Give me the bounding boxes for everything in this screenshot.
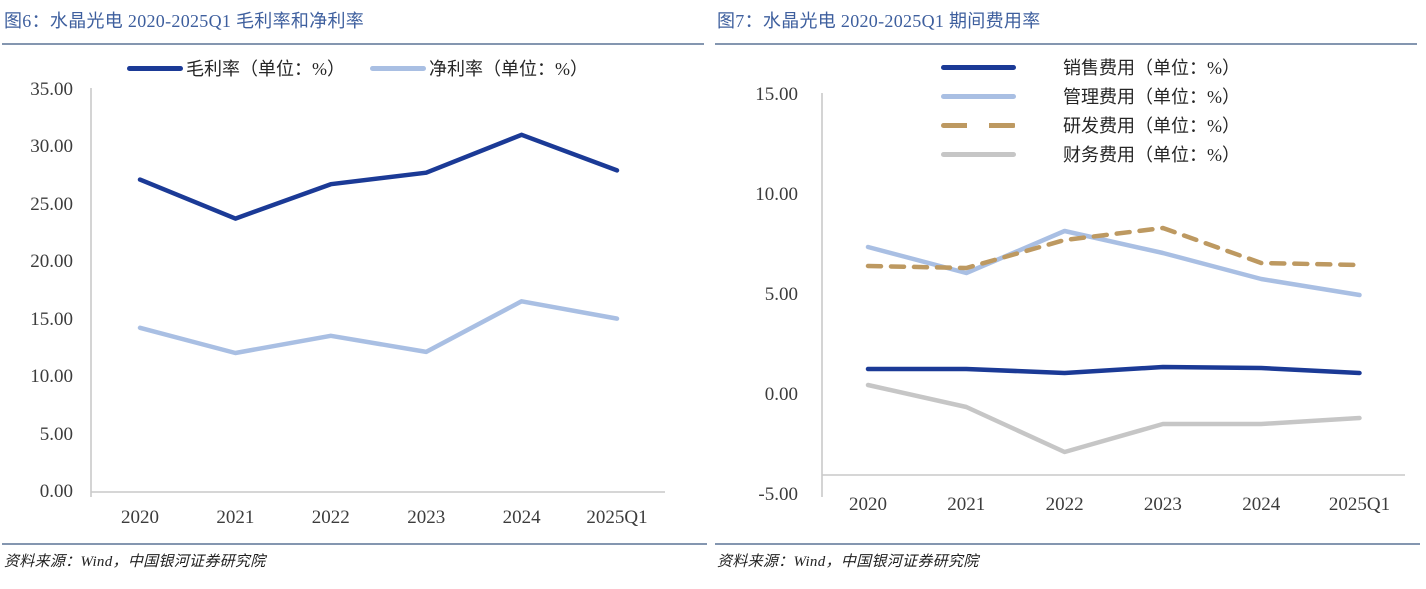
figure-7-source-note: 资料来源：Wind，中国银河证券研究院: [717, 554, 979, 570]
x-axis-category-label: 2021: [216, 507, 255, 528]
rd-expense-ratio-legend-label: 研发费用（单位：%）: [1063, 116, 1240, 136]
y-axis-tick-label: 30.00: [30, 136, 73, 158]
figure-6-title: 图6：水晶光电 2020-2025Q1 毛利率和净利率: [4, 11, 365, 31]
x-axis-category-label: 2020: [121, 507, 159, 528]
rd-expense-ratio-legend-swatch: [941, 123, 1016, 128]
gross-margin-line: [137, 132, 620, 221]
figure-6-chart: 35.00 30.00 25.00 20.00 15.00 10.00 5.00 0.00 20…: [30, 59, 665, 528]
figure-7-chart: 15.00 10.00 5.00 0.00 -5.00 2020 2021 2022 2023 2…: [713, 0, 1426, 589]
finance-expense-ratio-legend-swatch: [941, 152, 1016, 157]
x-axis-category-label: 2025Q1: [1328, 494, 1391, 515]
figure-6-source-note: 资料来源：Wind，中国银河证券研究院: [4, 554, 266, 570]
admin-expense-ratio-legend-swatch: [941, 94, 1016, 99]
net-margin-line: [137, 299, 620, 356]
x-axis-category-label: 2025Q1: [586, 507, 648, 528]
finance-expense-ratio-line: [865, 382, 1362, 455]
y-axis-tick-label: 0.00: [39, 481, 73, 502]
selling-expense-ratio-line: [865, 364, 1362, 376]
rd-expense-ratio-line: [865, 225, 1362, 271]
y-axis-tick-label: 35.00: [30, 78, 73, 100]
selling-expense-ratio-legend-swatch: [941, 65, 1016, 70]
net-margin-legend-swatch: [370, 66, 426, 71]
x-axis-category-label: 2021: [947, 494, 986, 515]
figure-6-plot-area: [90, 88, 665, 497]
y-axis-tick-label: 5.00: [764, 284, 798, 305]
figure-6-axis-lines: [90, 88, 665, 497]
x-axis-category-label: 2022: [1045, 494, 1084, 515]
x-axis-category-label: 2023: [1143, 494, 1182, 515]
x-axis-category-label: 2020: [849, 494, 887, 515]
figure-6-title-rule: [2, 43, 704, 45]
gross-margin-legend-label: 毛利率（单位：%）: [186, 59, 345, 79]
admin-expense-ratio-legend-label: 管理费用（单位：%）: [1063, 87, 1240, 107]
y-axis-tick-label: 25.00: [30, 193, 73, 215]
y-axis-tick-label: -5.00: [758, 484, 798, 505]
y-axis-tick-label: 15.00: [30, 308, 73, 330]
y-axis-tick-label: 0.00: [764, 384, 798, 405]
x-axis-category-label: 2022: [311, 507, 350, 528]
finance-expense-ratio-legend-label: 财务费用（单位：%）: [1063, 145, 1240, 165]
x-axis-category-label: 2023: [407, 507, 446, 528]
y-axis-tick-label: 10.00: [755, 184, 798, 205]
y-axis-tick-label: 5.00: [39, 423, 73, 445]
x-axis-category-label: 2024: [1242, 494, 1281, 515]
figure-7-title-rule: [715, 43, 1417, 45]
y-axis-tick-label: 15.00: [755, 84, 798, 105]
y-axis-tick-label: 20.00: [30, 251, 73, 273]
y-axis-tick-label: 10.00: [30, 366, 73, 388]
gross-margin-legend-swatch: [127, 66, 183, 71]
figure-7-plot-area: [821, 93, 1405, 497]
figure-7-panel: 图7：水晶光电 2020-2025Q1 期间费用率 15.00 10.00 5.00…: [713, 0, 1426, 589]
figure-6-panel: 图6：水晶光电 2020-2025Q1 毛利率和净利率 35.00 30.00 25…: [2, 11, 707, 570]
selling-expense-ratio-legend-label: 销售费用（单位：%）: [1063, 58, 1240, 78]
figure-7-bottom-rule: [715, 543, 1420, 545]
figure-7-axis-lines: [821, 93, 1405, 497]
x-axis-category-label: 2024: [502, 507, 541, 528]
figure-7-title: 图7：水晶光电 2020-2025Q1 期间费用率: [717, 11, 1041, 31]
net-margin-legend-label: 净利率（单位：%）: [429, 59, 588, 79]
figure-6-bottom-rule: [2, 543, 707, 545]
